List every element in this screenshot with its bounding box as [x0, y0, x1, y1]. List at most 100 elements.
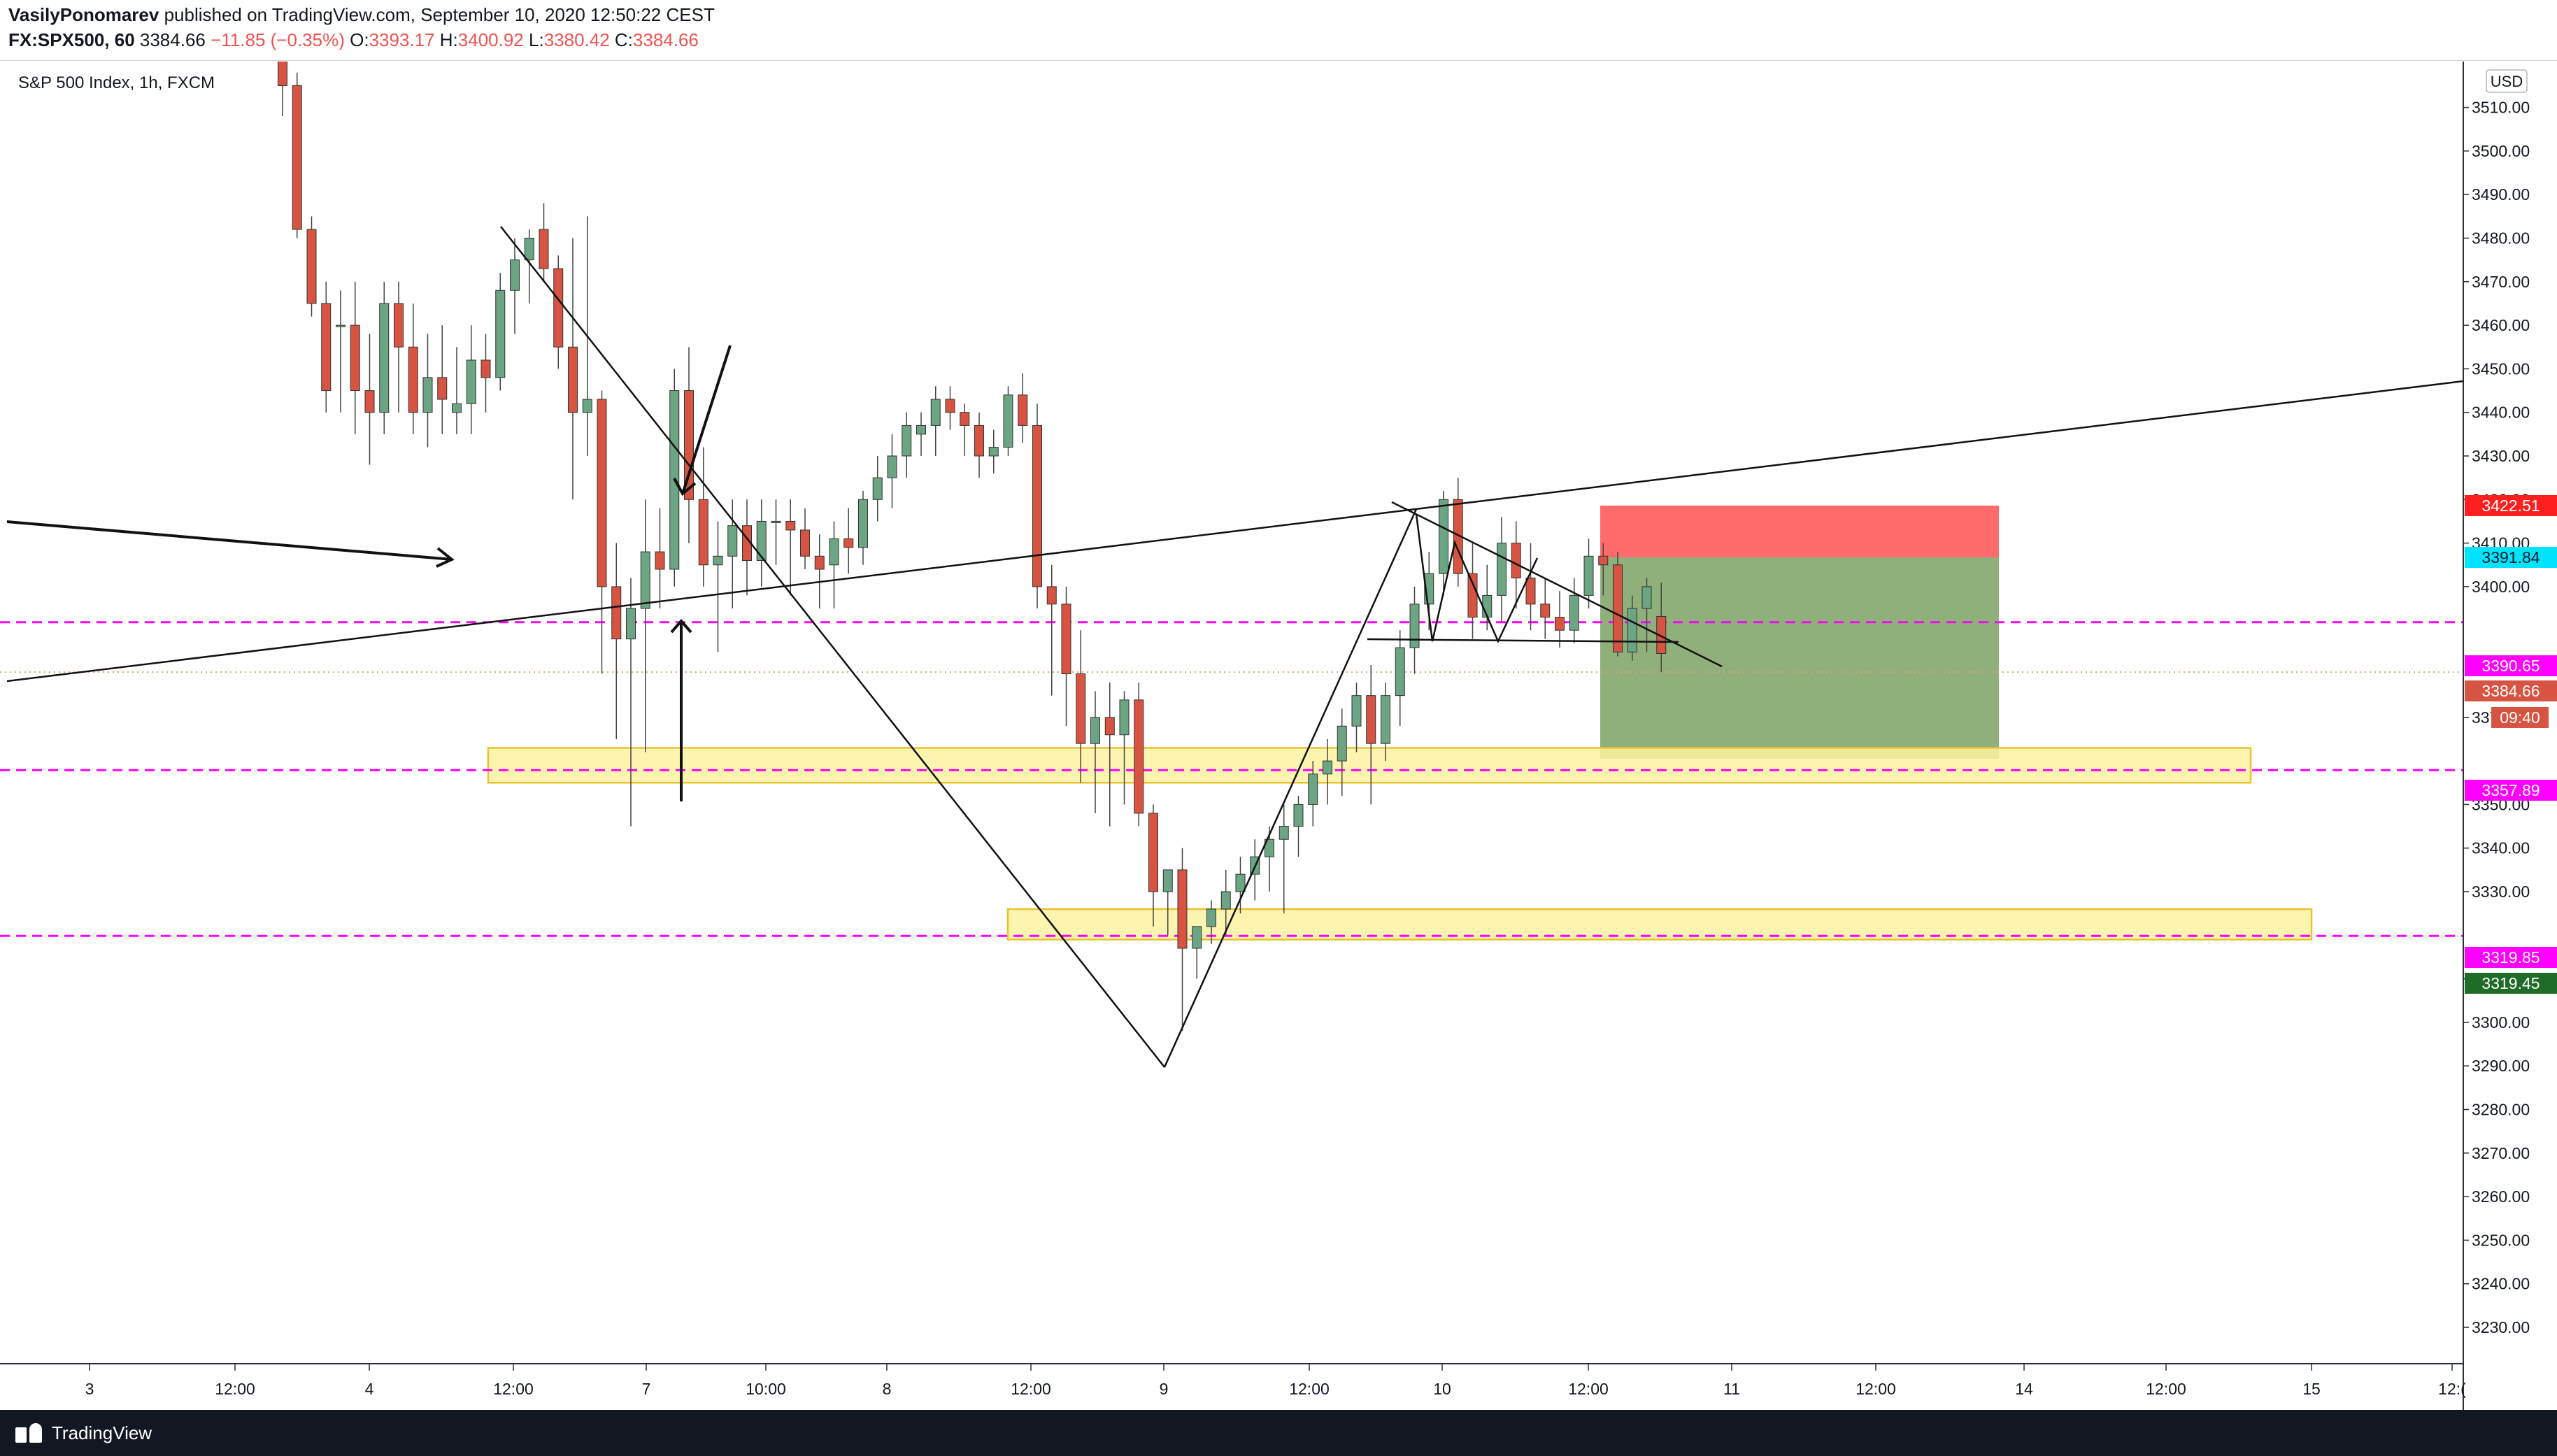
candle[interactable] [713, 521, 723, 652]
price-label-tag[interactable] [2465, 947, 2557, 968]
price-label-tag[interactable] [2465, 655, 2557, 676]
candle[interactable] [655, 508, 665, 609]
candle[interactable] [1220, 869, 1231, 936]
candle[interactable] [1598, 543, 1609, 596]
drawings[interactable] [6, 226, 2464, 1068]
candle[interactable] [466, 325, 476, 434]
symbol-label[interactable]: FX:SPX500, 60 [8, 29, 135, 50]
candle[interactable] [1467, 543, 1478, 639]
candle[interactable] [379, 281, 390, 434]
candle[interactable] [785, 499, 796, 596]
candle[interactable] [945, 386, 955, 430]
trend-line-rebound[interactable] [1163, 508, 1418, 1068]
candle[interactable] [1381, 682, 1390, 762]
candle[interactable] [1525, 543, 1536, 631]
candle[interactable] [916, 412, 926, 456]
candle[interactable] [364, 334, 375, 465]
candle[interactable] [1032, 404, 1042, 609]
candle[interactable] [306, 216, 317, 317]
candle[interactable] [1409, 586, 1420, 674]
candle[interactable] [1555, 591, 1565, 648]
arrow-left-shaft[interactable] [6, 520, 453, 561]
candle[interactable] [1511, 521, 1521, 609]
candle[interactable] [408, 303, 418, 434]
triangle-lower-line[interactable] [1367, 638, 1679, 643]
candle[interactable] [336, 290, 346, 413]
brand[interactable]: TradingView [15, 1422, 152, 1443]
candle[interactable] [887, 434, 897, 508]
candle[interactable] [1235, 857, 1246, 914]
candle[interactable] [800, 508, 810, 569]
price-label-tag[interactable] [2491, 707, 2549, 728]
candle[interactable] [495, 273, 506, 391]
price-label-tag[interactable] [2465, 680, 2557, 701]
candle[interactable] [1003, 386, 1013, 456]
stop-loss-area[interactable] [1600, 506, 1999, 557]
candle[interactable] [1018, 373, 1028, 443]
candle[interactable] [480, 334, 491, 413]
arrow-down-shaft[interactable] [681, 345, 732, 494]
candle[interactable] [611, 543, 622, 739]
candle[interactable] [974, 412, 984, 478]
candle[interactable] [1076, 630, 1086, 783]
candle[interactable] [321, 281, 332, 413]
candle[interactable] [988, 429, 999, 473]
candle[interactable] [1366, 665, 1376, 805]
arrow-left-head[interactable] [436, 547, 455, 568]
candle[interactable] [640, 499, 650, 752]
trend-line-falling[interactable] [500, 226, 1165, 1068]
candle[interactable] [437, 325, 448, 434]
candle[interactable] [698, 447, 708, 587]
pattern-zigzag[interactable] [1415, 513, 1539, 644]
candle[interactable] [960, 404, 970, 456]
candle[interactable] [1177, 848, 1188, 1032]
price-chart[interactable]: S&P 500 Index, 1h, FXCM 3510.003500.0034… [0, 62, 2557, 1410]
candle[interactable] [902, 412, 912, 478]
author-name[interactable]: VasilyPonomarev [8, 4, 159, 25]
candle[interactable] [1162, 869, 1173, 936]
candle[interactable] [829, 521, 839, 609]
price-label-tag[interactable] [2465, 547, 2557, 568]
candle[interactable] [684, 347, 694, 543]
candle[interactable] [1293, 795, 1304, 857]
price-label-tag[interactable] [2465, 495, 2557, 516]
candle[interactable] [452, 347, 462, 434]
candle[interactable] [1613, 552, 1623, 657]
candle[interactable] [278, 62, 287, 117]
candle[interactable] [843, 508, 854, 574]
candle[interactable] [1104, 682, 1115, 827]
candle[interactable] [1351, 682, 1362, 752]
trend-line-rising[interactable] [6, 380, 2464, 683]
candle[interactable] [626, 578, 636, 827]
candle[interactable] [568, 238, 578, 500]
price-label-tag[interactable] [2465, 973, 2557, 994]
candle[interactable] [1119, 691, 1130, 805]
candle[interactable] [524, 229, 534, 304]
price-label-tag[interactable] [2465, 780, 2557, 801]
candle[interactable] [350, 281, 360, 434]
candle[interactable] [1569, 578, 1579, 643]
triangle-upper-line[interactable] [1391, 501, 1723, 668]
target-area[interactable] [1600, 557, 1999, 759]
candle[interactable] [1148, 804, 1158, 927]
candle[interactable] [1206, 900, 1216, 944]
candle[interactable] [553, 255, 564, 369]
candle[interactable] [1265, 826, 1274, 892]
candle[interactable] [510, 238, 520, 334]
candle[interactable] [422, 334, 433, 448]
candle[interactable] [872, 456, 883, 522]
candle[interactable] [930, 386, 941, 456]
candle[interactable] [1278, 804, 1289, 914]
candle[interactable] [1540, 578, 1551, 639]
plot-background[interactable] [0, 62, 2463, 1364]
candle[interactable] [858, 490, 868, 565]
candle[interactable] [1641, 578, 1652, 652]
candle[interactable] [1134, 682, 1144, 827]
candle[interactable] [1046, 564, 1057, 696]
candle[interactable] [814, 534, 825, 609]
candle[interactable] [1583, 538, 1594, 609]
candle[interactable] [756, 499, 767, 587]
candle[interactable] [771, 499, 781, 565]
arrow-down-head[interactable] [673, 478, 697, 497]
candle[interactable] [1395, 630, 1405, 727]
